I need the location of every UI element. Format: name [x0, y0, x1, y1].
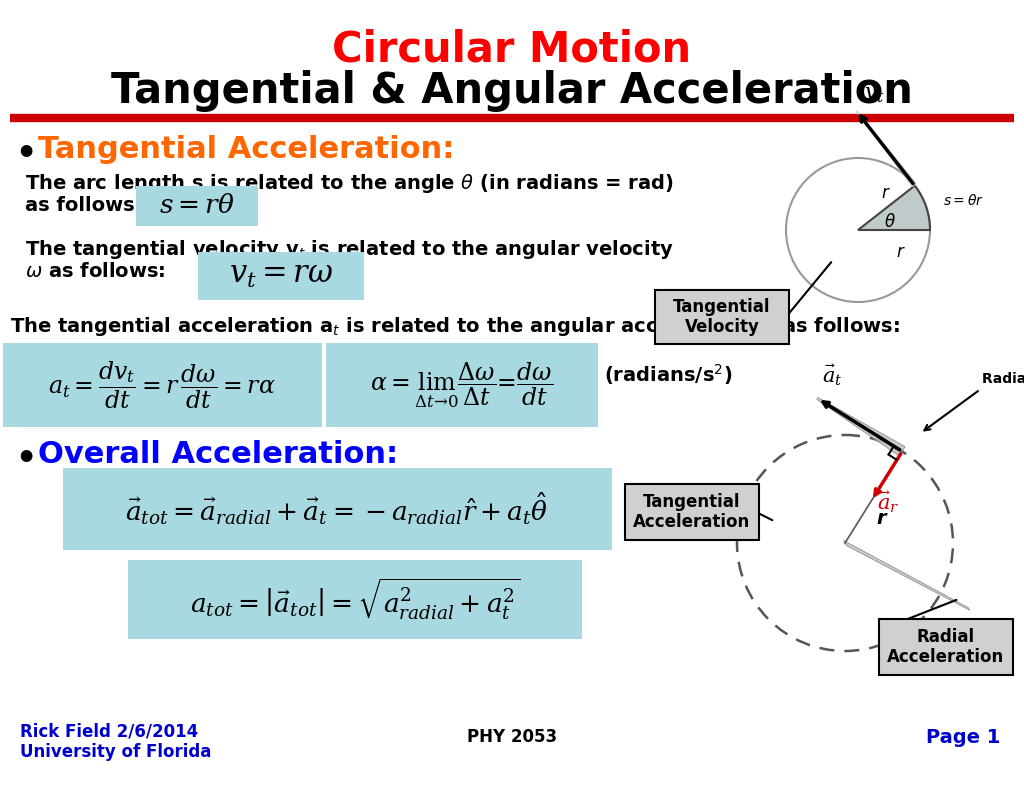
Text: r: r	[882, 184, 889, 202]
Text: Radial
Acceleration: Radial Acceleration	[888, 627, 1005, 666]
Text: •: •	[15, 443, 36, 476]
Polygon shape	[817, 397, 905, 456]
FancyBboxPatch shape	[63, 468, 612, 550]
Text: r: r	[877, 509, 887, 528]
Text: $a_t = \dfrac{dv_t}{dt} = r\,\dfrac{d\omega}{dt} = r\alpha$: $a_t = \dfrac{dv_t}{dt} = r\,\dfrac{d\om…	[48, 359, 275, 411]
Text: PHY 2053: PHY 2053	[467, 728, 557, 746]
Polygon shape	[858, 186, 930, 230]
Text: •: •	[15, 138, 36, 171]
FancyBboxPatch shape	[136, 186, 258, 226]
Text: Overall Acceleration:: Overall Acceleration:	[38, 440, 398, 469]
Text: $v_t$: $v_t$	[864, 85, 885, 105]
Text: The arc length s is related to the angle $\theta$ (in radians = rad): The arc length s is related to the angle…	[25, 172, 674, 195]
Text: r: r	[896, 243, 903, 261]
FancyBboxPatch shape	[3, 343, 322, 427]
Polygon shape	[856, 111, 918, 187]
FancyBboxPatch shape	[879, 619, 1013, 675]
Text: $a_{tot} = \left|\vec{a}_{tot}\right| = \sqrt{a^2_{radial} + a^2_t}$: $a_{tot} = \left|\vec{a}_{tot}\right| = …	[189, 577, 520, 622]
Text: Page 1: Page 1	[926, 728, 1000, 747]
Text: $\theta$: $\theta$	[884, 213, 896, 231]
FancyBboxPatch shape	[625, 484, 759, 540]
FancyBboxPatch shape	[655, 290, 790, 344]
Text: Rick Field 2/6/2014
University of Florida: Rick Field 2/6/2014 University of Florid…	[20, 722, 211, 761]
Polygon shape	[844, 540, 970, 610]
Text: as follows:: as follows:	[25, 196, 142, 215]
Text: (radians/s$^2$): (radians/s$^2$)	[604, 362, 732, 388]
Text: Tangential Acceleration:: Tangential Acceleration:	[38, 135, 455, 164]
Text: Tangential
Velocity: Tangential Velocity	[673, 297, 771, 336]
FancyBboxPatch shape	[198, 252, 364, 300]
Text: The tangential velocity v$_t$ is related to the angular velocity: The tangential velocity v$_t$ is related…	[25, 238, 674, 261]
Text: $\alpha = \lim_{\Delta t \to 0}\dfrac{\Delta\omega}{\Delta t} = \dfrac{d\omega}{: $\alpha = \lim_{\Delta t \to 0}\dfrac{\D…	[371, 360, 554, 410]
Text: $\omega$ as follows:: $\omega$ as follows:	[25, 262, 166, 281]
FancyBboxPatch shape	[326, 343, 598, 427]
Text: Tangential
Acceleration: Tangential Acceleration	[634, 493, 751, 532]
Text: Radial Axis: Radial Axis	[982, 373, 1024, 387]
Text: $\vec{a}_t$: $\vec{a}_t$	[822, 363, 843, 388]
Text: $s = \theta r$: $s = \theta r$	[943, 193, 984, 208]
Text: Tangential & Angular Acceleration: Tangential & Angular Acceleration	[111, 70, 913, 112]
Text: $\vec{a}_r$: $\vec{a}_r$	[878, 490, 900, 515]
Text: $s = r\theta$: $s = r\theta$	[159, 193, 234, 219]
Text: $\vec{a}_{tot} = \vec{a}_{radial} + \vec{a}_t = -a_{radial}\hat{r} + a_t\hat{\th: $\vec{a}_{tot} = \vec{a}_{radial} + \vec…	[125, 490, 549, 528]
FancyBboxPatch shape	[128, 560, 582, 639]
Text: The tangential acceleration a$_t$ is related to the angular acceleration $\alpha: The tangential acceleration a$_t$ is rel…	[10, 315, 900, 338]
Text: Circular Motion: Circular Motion	[333, 28, 691, 70]
Text: $v_t = r\omega$: $v_t = r\omega$	[228, 262, 333, 290]
